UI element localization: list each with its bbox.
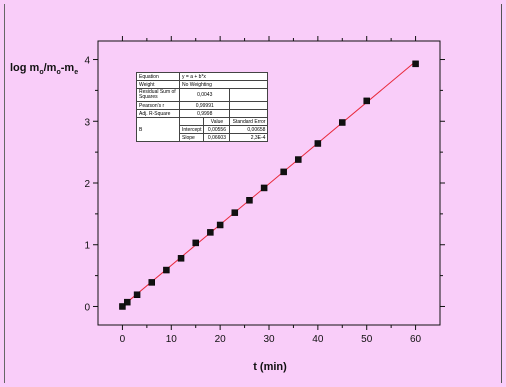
- x-tick-label: 10: [166, 334, 178, 345]
- slope-value: 0,06603: [203, 133, 231, 142]
- fit-row-slope: Slope 0,06603 2,3E-4: [137, 133, 269, 142]
- pearson-empty: [229, 101, 269, 110]
- y-tick-label: 1: [84, 241, 90, 252]
- fit-row-adjr: Adj. R-Square 0,9998: [136, 109, 269, 118]
- y-tick-label: 2: [84, 179, 90, 190]
- equation-value: y = a + b*x: [178, 72, 269, 81]
- data-point: [280, 168, 287, 176]
- data-point: [124, 298, 131, 306]
- equation-label: Equation: [136, 72, 180, 81]
- axis-tick-labels: 0 10 20 30 40 50 60 0 1 2 3 4: [84, 56, 421, 345]
- weight-label: Weight: [136, 80, 180, 89]
- data-point: [412, 60, 419, 68]
- y-axis-label: log mo/mo-me: [10, 62, 78, 76]
- data-point: [119, 303, 126, 310]
- data-point: [133, 291, 141, 298]
- adjr-value: 0,9998: [178, 109, 231, 118]
- rss-value: 0,0043: [178, 88, 231, 102]
- value-header: Value: [203, 117, 231, 126]
- data-point: [163, 266, 170, 274]
- data-points-group: [119, 60, 419, 310]
- x-tick-label: 50: [361, 334, 373, 345]
- y-label-sub-1: o: [39, 69, 43, 76]
- slope-se: 2,3E-4: [229, 133, 269, 142]
- weight-value: No Weighting: [178, 80, 269, 89]
- y-label-sub-2: o: [56, 69, 60, 76]
- fit-row-header: B Value Standard Error: [136, 117, 269, 142]
- intercept-se: 0,00658: [229, 125, 269, 134]
- x-tick-label: 20: [215, 334, 227, 345]
- fit-row-weight: Weight No Weighting: [136, 80, 269, 89]
- x-axis-label: t (min): [253, 361, 287, 373]
- header-empty: [178, 117, 205, 126]
- x-tick-label: 30: [263, 334, 275, 345]
- data-point: [339, 119, 346, 126]
- rss-label: Residual Sum of Squares: [136, 88, 180, 102]
- adjr-label: Adj. R-Square: [136, 109, 180, 118]
- y-label-part-a: log m: [10, 62, 40, 74]
- group-label: B: [136, 117, 180, 142]
- data-point: [295, 156, 302, 163]
- adjr-empty: [229, 109, 269, 118]
- intercept-value: 0,00556: [203, 125, 231, 134]
- data-point: [231, 209, 239, 216]
- slope-label: Slope: [178, 133, 205, 142]
- data-point: [314, 140, 322, 147]
- data-point: [207, 229, 214, 236]
- y-tick-label: 0: [84, 302, 90, 313]
- pearson-value: 0,99991: [178, 101, 231, 110]
- x-tick-label: 0: [120, 334, 126, 345]
- fit-results-table: Equation y = a + b*x Weight No Weighting…: [136, 72, 269, 142]
- x-tick-label: 40: [312, 334, 324, 345]
- y-tick-label: 3: [84, 117, 90, 128]
- se-header: Standard Error: [229, 117, 269, 126]
- x-tick-label: 60: [410, 334, 422, 345]
- axis-ticks: [93, 36, 445, 330]
- data-point: [260, 184, 268, 192]
- data-point: [246, 197, 253, 204]
- fit-row-equation: Equation y = a + b*x: [136, 72, 269, 81]
- y-label-part-c: /m: [44, 62, 57, 74]
- y-label-part-e: -m: [61, 62, 75, 74]
- pearson-label: Pearson's r: [136, 101, 180, 110]
- fit-row-intercept: Intercept 0,00556 0,00658: [137, 125, 269, 134]
- data-point: [363, 97, 370, 105]
- data-point: [216, 221, 224, 229]
- y-label-sub-3: e: [74, 69, 78, 76]
- data-point: [177, 255, 185, 262]
- data-point: [192, 239, 199, 247]
- y-tick-label: 4: [84, 56, 90, 67]
- data-point: [148, 279, 155, 286]
- fit-row-rss: Residual Sum of Squares 0,0043: [136, 88, 269, 102]
- intercept-label: Intercept: [178, 125, 205, 134]
- fit-row-pearson: Pearson's r 0,99991: [136, 101, 269, 110]
- rss-empty: [229, 88, 269, 102]
